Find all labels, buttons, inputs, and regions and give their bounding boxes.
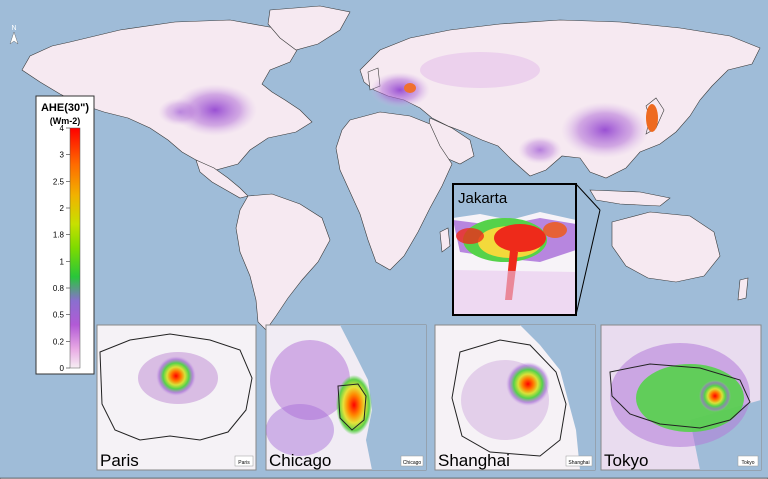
legend: AHE(30") (Wm-2) 4 3 2.5 2 1.8 1 0.8 0.5 0.2 0 xyxy=(35,95,95,375)
south-america xyxy=(235,193,331,331)
legend-ticks: 4 3 2.5 2 1.8 1 0.8 0.5 0.2 0 xyxy=(53,124,70,373)
legend-title: AHE(30") xyxy=(41,102,89,114)
ahe-europe xyxy=(370,72,430,108)
panel-shanghai-tag: Shanghai xyxy=(568,460,589,466)
panel-chicago-title: Chicago xyxy=(269,451,331,470)
ahe-usa-central xyxy=(158,98,202,126)
madagascar xyxy=(439,227,451,253)
panel-chicago: Chicago Chicago xyxy=(265,324,427,471)
new-zealand xyxy=(737,277,749,301)
ahe-overlays xyxy=(158,52,658,164)
eurasia xyxy=(359,19,761,179)
legend-tick-label: 1 xyxy=(60,257,65,266)
jakarta-sea xyxy=(453,184,576,220)
panel-shanghai: Shanghai Shanghai xyxy=(434,324,596,471)
legend-tick-label: 3 xyxy=(60,151,65,160)
jakarta-inset-frame xyxy=(452,183,577,316)
ahe-russia xyxy=(420,52,540,88)
panel-tokyo-title: Tokyo xyxy=(604,451,648,470)
greenland xyxy=(267,5,351,51)
australia xyxy=(611,211,721,283)
panel-chicago-tag: Chicago xyxy=(403,460,422,466)
panel-paris: Paris Paris xyxy=(96,324,257,471)
ahe-china xyxy=(561,102,649,158)
legend-unit: (Wm-2) xyxy=(50,116,81,126)
legend-tick-label: 1.8 xyxy=(53,231,65,240)
legend-tick-label: 4 xyxy=(60,124,65,133)
jakarta-inset: Jakarta xyxy=(452,183,601,316)
legend-tick-label: 2 xyxy=(60,204,65,213)
indonesia xyxy=(589,189,671,207)
city-panels: Paris Paris Chicago Chicago xyxy=(96,324,762,471)
legend-color-ramp xyxy=(69,127,81,369)
jakarta-inset-title: Jakarta xyxy=(458,190,508,207)
north-arrow: N xyxy=(9,25,19,45)
legend-tick-label: 0.2 xyxy=(53,337,65,346)
north-arrow-label: N xyxy=(11,25,16,32)
continents xyxy=(0,5,768,479)
legend-tick-label: 0.5 xyxy=(53,311,65,320)
legend-tick-label: 2.5 xyxy=(53,177,65,186)
panel-paris-title: Paris xyxy=(100,451,139,470)
legend-box xyxy=(35,95,95,375)
ahe-japan-hot xyxy=(646,104,658,132)
ahe-europe-hot xyxy=(404,83,416,93)
jakarta-red-core xyxy=(494,224,546,252)
panel-tokyo-tag: Tokyo xyxy=(741,460,754,466)
legend-tick-label: 0 xyxy=(60,364,65,373)
panel-paris-tag: Paris xyxy=(238,460,250,466)
africa xyxy=(335,111,453,271)
panel-tokyo: Tokyo Tokyo xyxy=(600,324,762,471)
central-america xyxy=(195,159,249,199)
ahe-usa-east xyxy=(173,84,257,136)
panel-shanghai-title: Shanghai xyxy=(438,451,510,470)
legend-tick-label: 0.8 xyxy=(53,284,65,293)
ahe-india xyxy=(518,136,562,164)
